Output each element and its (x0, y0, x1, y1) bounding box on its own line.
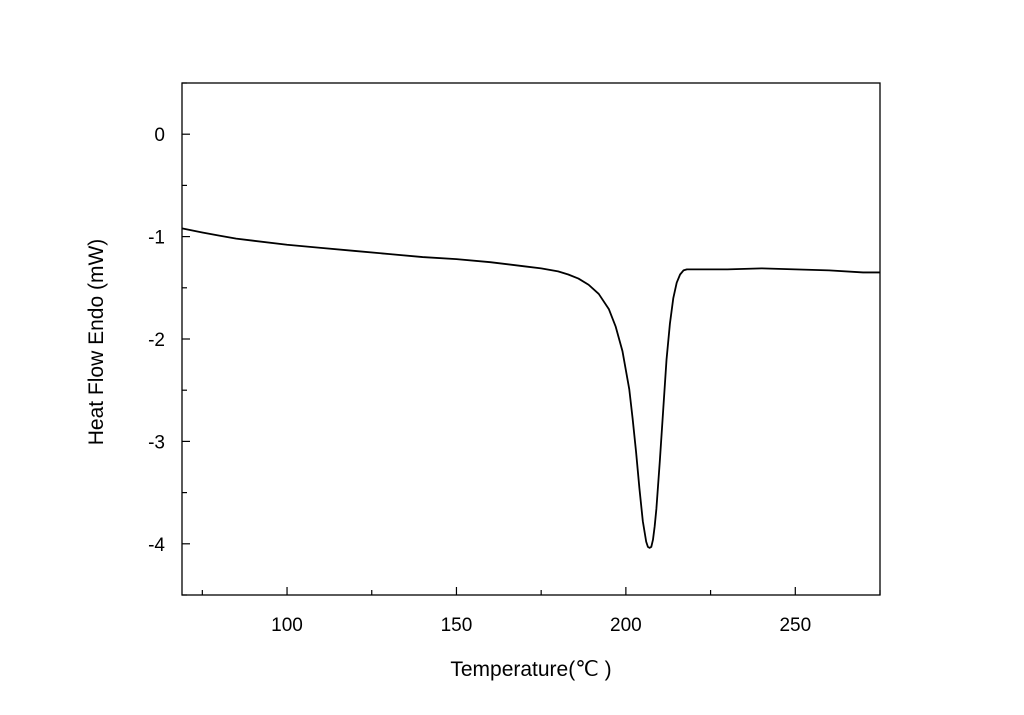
x-tick-label: 200 (610, 615, 642, 636)
y-tick-label: 0 (154, 125, 165, 146)
y-tick-label: -1 (148, 228, 165, 249)
x-tick-label: 250 (779, 615, 811, 636)
heat-flow-line (181, 227, 880, 549)
y-axis-title: Heat Flow Endo (mW) (85, 239, 108, 446)
x-tick-label: 150 (441, 615, 473, 636)
x-axis-title: Temperature(℃ ) (450, 658, 611, 681)
plot-frame (181, 82, 881, 596)
y-tick-label: -2 (148, 330, 165, 351)
y-tick-label: -3 (148, 432, 165, 453)
y-tick-label: -4 (148, 535, 165, 556)
x-tick-label: 100 (271, 615, 303, 636)
